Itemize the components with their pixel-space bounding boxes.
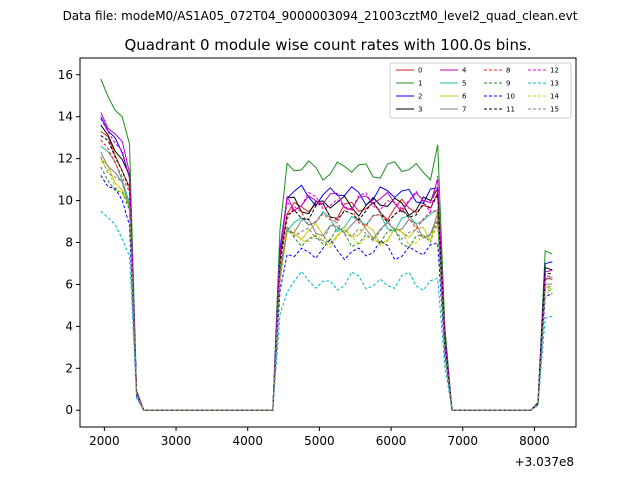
x-axis-offset-label: +3.037e8: [515, 455, 574, 469]
y-tick-label: 6: [65, 277, 73, 291]
legend-label-7: 7: [462, 106, 466, 114]
y-tick-label: 2: [65, 361, 73, 375]
series-lines: [100, 78, 553, 411]
x-tick-label: 5000: [304, 434, 335, 448]
y-tick-label: 4: [65, 319, 73, 333]
x-tick-label: 4000: [232, 434, 263, 448]
x-tick-label: 3000: [161, 434, 192, 448]
y-tick-label: 10: [58, 194, 73, 208]
legend-label-13: 13: [550, 80, 559, 88]
legend-label-12: 12: [550, 67, 559, 75]
chart-title: Quadrant 0 module wise count rates with …: [124, 36, 531, 54]
legend-label-10: 10: [506, 93, 515, 101]
legend-label-5: 5: [462, 80, 466, 88]
legend-label-3: 3: [418, 106, 422, 114]
y-axis-ticks: 0 2 4 6 8 10 12 14 16: [58, 68, 80, 417]
legend-label-8: 8: [506, 67, 510, 75]
y-tick-label: 12: [58, 152, 73, 166]
legend-label-11: 11: [506, 106, 515, 114]
y-tick-label: 14: [58, 110, 73, 124]
legend-label-6: 6: [462, 93, 467, 101]
y-tick-label: 16: [58, 68, 73, 82]
series-line-9: [100, 166, 553, 411]
x-tick-label: 8000: [519, 434, 550, 448]
legend-label-15: 15: [550, 106, 559, 114]
x-tick-label: 2000: [89, 434, 120, 448]
legend-label-9: 9: [506, 80, 510, 88]
legend-label-1: 1: [418, 80, 422, 88]
y-tick-label: 0: [65, 403, 73, 417]
legend-label-0: 0: [418, 67, 422, 75]
x-axis-ticks: 2000 3000 4000 5000 6000 7000 8000: [89, 427, 550, 448]
figure-suptitle: Data file: modeM0/AS1A05_072T04_90000030…: [63, 9, 578, 23]
x-tick-label: 7000: [447, 434, 478, 448]
x-tick-label: 6000: [376, 434, 407, 448]
legend-label-2: 2: [418, 93, 422, 101]
legend-label-4: 4: [462, 67, 467, 75]
legend-label-14: 14: [550, 93, 559, 101]
legend-frame: [389, 62, 572, 119]
y-tick-label: 8: [65, 236, 73, 250]
series-line-15: [100, 156, 553, 411]
